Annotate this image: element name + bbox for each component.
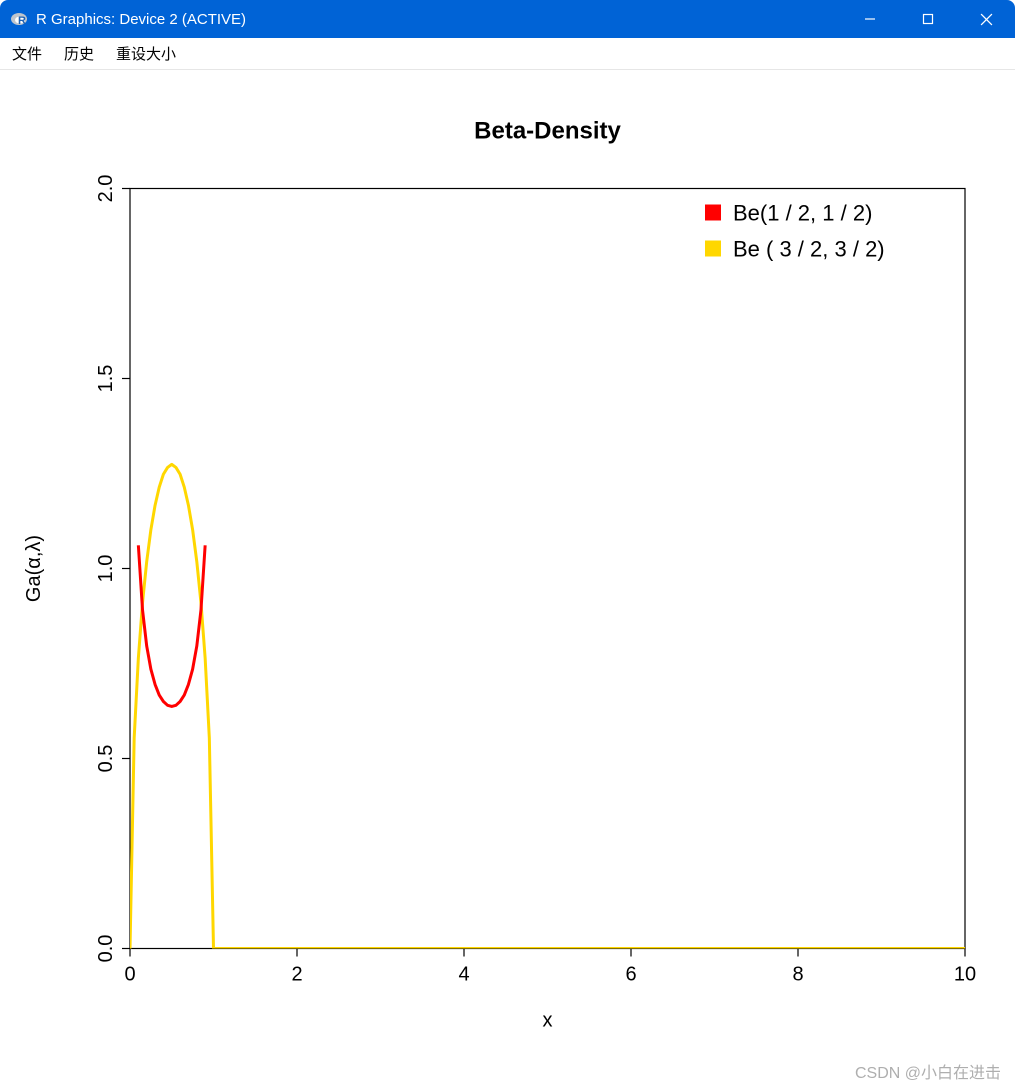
- x-tick-label: 0: [124, 964, 135, 986]
- x-axis-label: x: [543, 1010, 553, 1032]
- x-tick-label: 6: [625, 964, 636, 986]
- menu-history[interactable]: 历史: [64, 43, 94, 64]
- close-button[interactable]: [957, 0, 1015, 38]
- y-tick-label: 1.5: [95, 365, 117, 393]
- menu-resize[interactable]: 重设大小: [116, 43, 176, 64]
- menu-file[interactable]: 文件: [12, 43, 42, 64]
- y-tick-label: 1.0: [95, 555, 117, 583]
- x-tick-label: 10: [954, 964, 976, 986]
- plot-area: Beta-Density 0 2 4 6 8 10 0.0 0.5 1.0 1.5 2.0 x Ga(α,…: [10, 78, 1005, 1079]
- window-controls: [841, 0, 1015, 38]
- legend-label: Be ( 3 / 2, 3 / 2): [733, 237, 885, 262]
- window-titlebar: R R Graphics: Device 2 (ACTIVE): [0, 0, 1015, 38]
- legend-swatch: [705, 241, 721, 257]
- x-tick-label: 4: [458, 964, 469, 986]
- r-logo-icon: R: [10, 10, 28, 28]
- minimize-button[interactable]: [841, 0, 899, 38]
- legend-swatch: [705, 205, 721, 221]
- x-tick-label: 8: [792, 964, 803, 986]
- chart-title: Beta-Density: [474, 118, 621, 145]
- plot-box: [130, 189, 965, 949]
- legend-label: Be(1 / 2, 1 / 2): [733, 201, 872, 226]
- svg-text:R: R: [18, 15, 26, 27]
- beta-density-chart: Beta-Density 0 2 4 6 8 10 0.0 0.5 1.0 1.5 2.0 x Ga(α,…: [10, 78, 1005, 1079]
- menubar: 文件 历史 重设大小: [0, 38, 1015, 70]
- y-axis-label: Ga(α,λ): [23, 535, 45, 602]
- x-tick-label: 2: [291, 964, 302, 986]
- maximize-button[interactable]: [899, 0, 957, 38]
- window-title: R Graphics: Device 2 (ACTIVE): [36, 11, 246, 28]
- y-tick-label: 0.5: [95, 745, 117, 773]
- y-tick-label: 2.0: [95, 175, 117, 203]
- y-tick-label: 0.0: [95, 935, 117, 963]
